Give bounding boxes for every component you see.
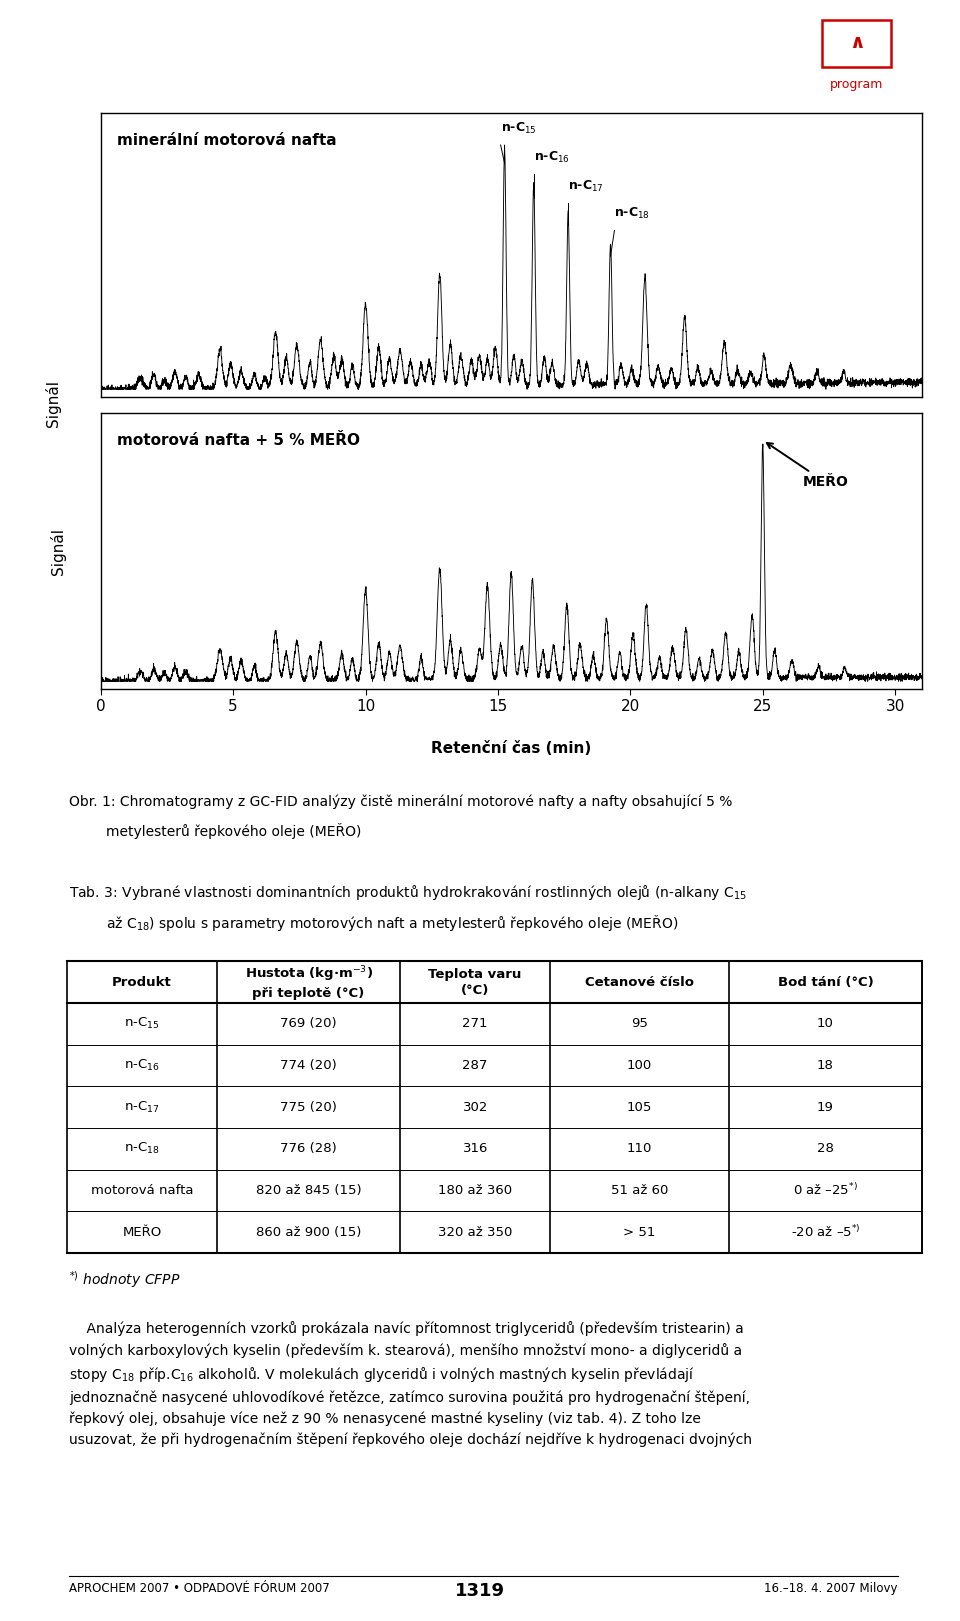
Text: Obr. 1: Chromatogramy z GC-FID analýzy čistě minerální motorové nafty a nafty ob: Obr. 1: Chromatogramy z GC-FID analýzy č…	[69, 794, 732, 809]
Text: Tab. 3: Vybrané vlastnosti dominantních produktů hydrokrakování rostlinných olej: Tab. 3: Vybrané vlastnosti dominantních …	[69, 883, 747, 903]
Text: MEŘO: MEŘO	[767, 443, 849, 490]
Text: motorová nafta + 5 % MEŘO: motorová nafta + 5 % MEŘO	[117, 433, 360, 447]
Text: > 51: > 51	[623, 1225, 656, 1238]
Text: n-C$_{16}$: n-C$_{16}$	[534, 149, 569, 165]
Text: 95: 95	[632, 1018, 648, 1031]
Text: 775 (20): 775 (20)	[280, 1101, 337, 1114]
Text: Analýza heterogenních vzorků prokázala navíc přítomnost triglyceridů (především : Analýza heterogenních vzorků prokázala n…	[69, 1321, 752, 1448]
Text: metylesterů řepkového oleje (MEŘO): metylesterů řepkového oleje (MEŘO)	[106, 823, 361, 840]
Text: 302: 302	[463, 1101, 488, 1114]
Text: minerální motorová nafta: minerální motorová nafta	[117, 133, 337, 149]
Text: n-C$_{17}$: n-C$_{17}$	[124, 1099, 159, 1115]
Text: 180 až 360: 180 až 360	[438, 1183, 513, 1196]
Text: 16.–18. 4. 2007 Milovy: 16.–18. 4. 2007 Milovy	[764, 1582, 898, 1595]
Text: -20 až –5$^{*)}$: -20 až –5$^{*)}$	[791, 1224, 860, 1240]
Text: n-C$_{16}$: n-C$_{16}$	[124, 1059, 159, 1073]
Text: Hustota (kg·m$^{-3}$)
při teplotě (°C): Hustota (kg·m$^{-3}$) při teplotě (°C)	[245, 964, 372, 1000]
Text: 287: 287	[463, 1059, 488, 1071]
Text: až C$_{18}$) spolu s parametry motorových naft a metylesterů řepkového oleje (ME: až C$_{18}$) spolu s parametry motorovýc…	[106, 913, 678, 932]
Text: program: program	[829, 78, 883, 91]
Text: Retenční čas (min): Retenční čas (min)	[431, 741, 591, 755]
Text: 774 (20): 774 (20)	[280, 1059, 337, 1071]
Text: 769 (20): 769 (20)	[280, 1018, 337, 1031]
Text: Signál: Signál	[50, 528, 65, 574]
Text: n-C$_{17}$: n-C$_{17}$	[568, 178, 604, 193]
Text: 1319: 1319	[455, 1582, 505, 1600]
FancyBboxPatch shape	[822, 21, 891, 66]
Text: 18: 18	[817, 1059, 834, 1071]
Text: motorová nafta: motorová nafta	[90, 1183, 193, 1196]
Text: n-C$_{18}$: n-C$_{18}$	[614, 206, 651, 220]
Text: Cetanové číslo: Cetanové číslo	[586, 976, 694, 989]
Text: Signál: Signál	[45, 379, 60, 426]
Text: 10: 10	[817, 1018, 834, 1031]
Text: 320 až 350: 320 až 350	[438, 1225, 513, 1238]
Text: 51 až 60: 51 až 60	[611, 1183, 668, 1196]
Text: 28: 28	[817, 1143, 834, 1156]
Text: 19: 19	[817, 1101, 834, 1114]
Text: 316: 316	[463, 1143, 488, 1156]
Text: Produkt: Produkt	[112, 976, 172, 989]
Text: 100: 100	[627, 1059, 652, 1071]
Text: n-C$_{15}$: n-C$_{15}$	[124, 1016, 159, 1031]
Text: 0 až –25$^{*)}$: 0 až –25$^{*)}$	[793, 1183, 858, 1198]
Text: 105: 105	[627, 1101, 653, 1114]
Text: Bod tání (°C): Bod tání (°C)	[778, 976, 874, 989]
Text: 776 (28): 776 (28)	[280, 1143, 337, 1156]
Text: n-C$_{15}$: n-C$_{15}$	[500, 120, 537, 136]
Text: Teplota varu
(°C): Teplota varu (°C)	[428, 968, 522, 997]
Text: $^{*)}$ hodnoty CFPP: $^{*)}$ hodnoty CFPP	[69, 1269, 180, 1290]
Text: n-C$_{18}$: n-C$_{18}$	[124, 1141, 159, 1156]
Text: MEŘO: MEŘO	[122, 1225, 161, 1238]
Text: 820 až 845 (15): 820 až 845 (15)	[255, 1183, 361, 1196]
Text: 271: 271	[463, 1018, 488, 1031]
Text: APROCHEM 2007 • ODPADOVÉ FÓRUM 2007: APROCHEM 2007 • ODPADOVÉ FÓRUM 2007	[69, 1582, 330, 1595]
Text: ∧: ∧	[849, 32, 865, 52]
Text: 110: 110	[627, 1143, 653, 1156]
Text: 860 až 900 (15): 860 až 900 (15)	[256, 1225, 361, 1238]
